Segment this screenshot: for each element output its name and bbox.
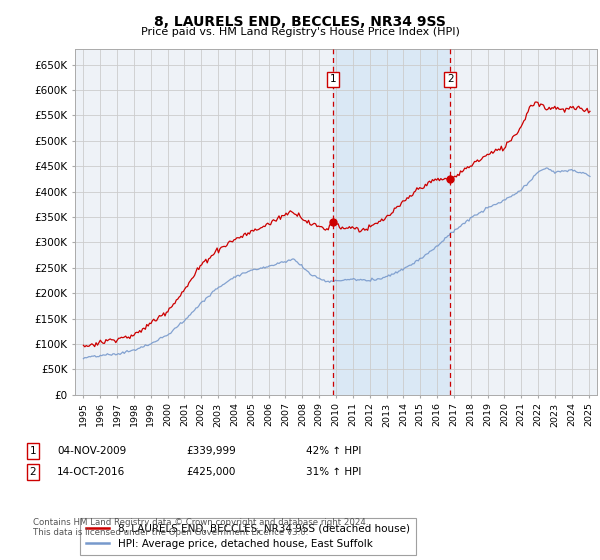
Text: 1: 1 xyxy=(330,74,337,85)
Text: 8, LAURELS END, BECCLES, NR34 9SS: 8, LAURELS END, BECCLES, NR34 9SS xyxy=(154,15,446,29)
Text: 2: 2 xyxy=(447,74,454,85)
Text: 2: 2 xyxy=(29,467,37,477)
Text: 1: 1 xyxy=(29,446,37,456)
Bar xyxy=(334,49,451,395)
Text: 04-NOV-2009: 04-NOV-2009 xyxy=(57,446,126,456)
Text: £425,000: £425,000 xyxy=(186,467,235,477)
Text: 31% ↑ HPI: 31% ↑ HPI xyxy=(306,467,361,477)
Text: 14-OCT-2016: 14-OCT-2016 xyxy=(57,467,125,477)
Text: 42% ↑ HPI: 42% ↑ HPI xyxy=(306,446,361,456)
Text: £339,999: £339,999 xyxy=(186,446,236,456)
Legend: 8, LAURELS END, BECCLES, NR34 9SS (detached house), HPI: Average price, detached: 8, LAURELS END, BECCLES, NR34 9SS (detac… xyxy=(80,517,416,555)
Text: Contains HM Land Registry data © Crown copyright and database right 2024.
This d: Contains HM Land Registry data © Crown c… xyxy=(33,518,368,538)
Text: Price paid vs. HM Land Registry's House Price Index (HPI): Price paid vs. HM Land Registry's House … xyxy=(140,27,460,37)
